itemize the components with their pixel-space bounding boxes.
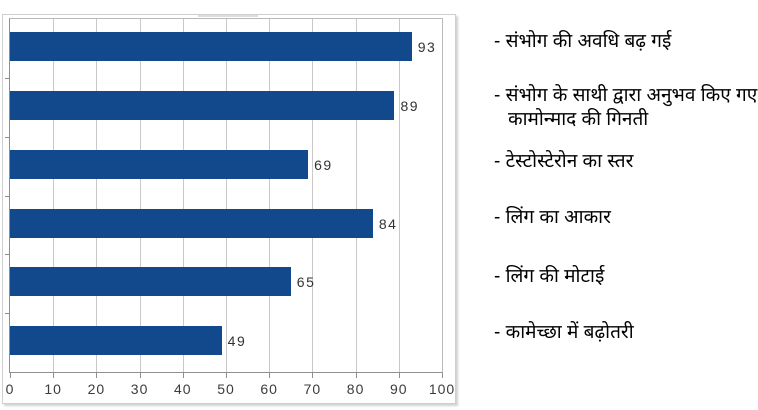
bar-89 xyxy=(10,91,395,120)
bar-93 xyxy=(10,32,412,61)
gridline-90 xyxy=(398,19,400,372)
gridline-40 xyxy=(182,19,184,372)
bar-row: 84 xyxy=(10,209,442,238)
bar-value-label: 84 xyxy=(378,215,398,232)
bar-value-label: 69 xyxy=(314,156,333,173)
bar-row: 69 xyxy=(10,150,442,179)
plot-area: 93 89 69 84 65 49 xyxy=(5,18,443,373)
category-label-2: - संभोग के साथी द्वारा अनुभव किए गए कामो… xyxy=(494,85,758,130)
x-axis-tick xyxy=(442,373,443,378)
x-axis-tick xyxy=(10,373,11,378)
gridline-10 xyxy=(53,19,55,372)
gridline-80 xyxy=(355,19,357,372)
x-axis-tick xyxy=(355,373,357,378)
category-label-3: - टेस्टोस्टेरोन का स्तर xyxy=(494,151,634,172)
x-tick-label-40: 40 xyxy=(174,381,192,397)
x-tick-label-10: 10 xyxy=(44,381,62,397)
bar-value-label: 49 xyxy=(227,332,247,349)
gridline-70 xyxy=(312,19,314,372)
gridline-30 xyxy=(139,19,141,372)
y-axis-tick xyxy=(5,313,9,314)
x-tick-label-0: 0 xyxy=(5,381,15,397)
x-axis-tick xyxy=(312,373,314,378)
bar-49 xyxy=(10,326,222,355)
x-axis-tick xyxy=(226,373,227,378)
gridline-60 xyxy=(269,19,271,372)
x-tick-label-30: 30 xyxy=(130,381,149,397)
gridline-50 xyxy=(226,19,227,372)
x-tick-label-90: 90 xyxy=(390,381,408,397)
x-tick-label-80: 80 xyxy=(346,381,365,397)
x-tick-label-100: 100 xyxy=(428,381,456,397)
gridline-20 xyxy=(96,19,98,372)
bar-value-label: 89 xyxy=(400,97,420,114)
x-axis-tick xyxy=(398,373,400,378)
bar-69 xyxy=(10,150,309,179)
category-label-6: - कामेच्छा में बढ़ोतरी xyxy=(494,322,634,343)
y-axis-tick xyxy=(5,78,9,79)
bar-row: 65 xyxy=(10,267,442,296)
y-axis-tick xyxy=(5,254,9,255)
x-tick-label-70: 70 xyxy=(303,381,322,397)
x-axis-tick xyxy=(53,373,55,378)
x-tick-label-20: 20 xyxy=(87,381,106,397)
y-axis-tick xyxy=(5,137,9,138)
bar-row: 93 xyxy=(10,32,442,61)
category-label-4: - लिंग का आकार xyxy=(494,207,611,228)
category-label-5: - लिंग की मोटाई xyxy=(494,266,605,287)
category-label-list: - संभोग की अवधि बढ़ गई - संभोग के साथी द्… xyxy=(494,0,758,410)
bar-row: 89 xyxy=(10,91,442,120)
category-label-1: - संभोग की अवधि बढ़ गई xyxy=(494,31,672,52)
x-axis-tick xyxy=(182,373,184,378)
x-axis-tick xyxy=(96,373,98,378)
bar-value-label: 93 xyxy=(417,38,437,55)
bar-65 xyxy=(10,267,291,296)
y-axis-tick xyxy=(5,196,9,197)
x-axis-tick xyxy=(139,373,141,378)
bar-84 xyxy=(10,209,373,238)
bar-chart: 93 89 69 84 65 49 0 10 20 30 40 50 60 70 80 90 100 xyxy=(2,14,456,404)
x-tick-label-50: 50 xyxy=(217,381,235,397)
bar-value-label: 65 xyxy=(296,273,316,290)
cropped-title-fragment xyxy=(198,15,258,17)
x-tick-label-60: 60 xyxy=(260,381,278,397)
x-axis-tick xyxy=(269,373,271,378)
bar-row: 49 xyxy=(10,326,442,355)
